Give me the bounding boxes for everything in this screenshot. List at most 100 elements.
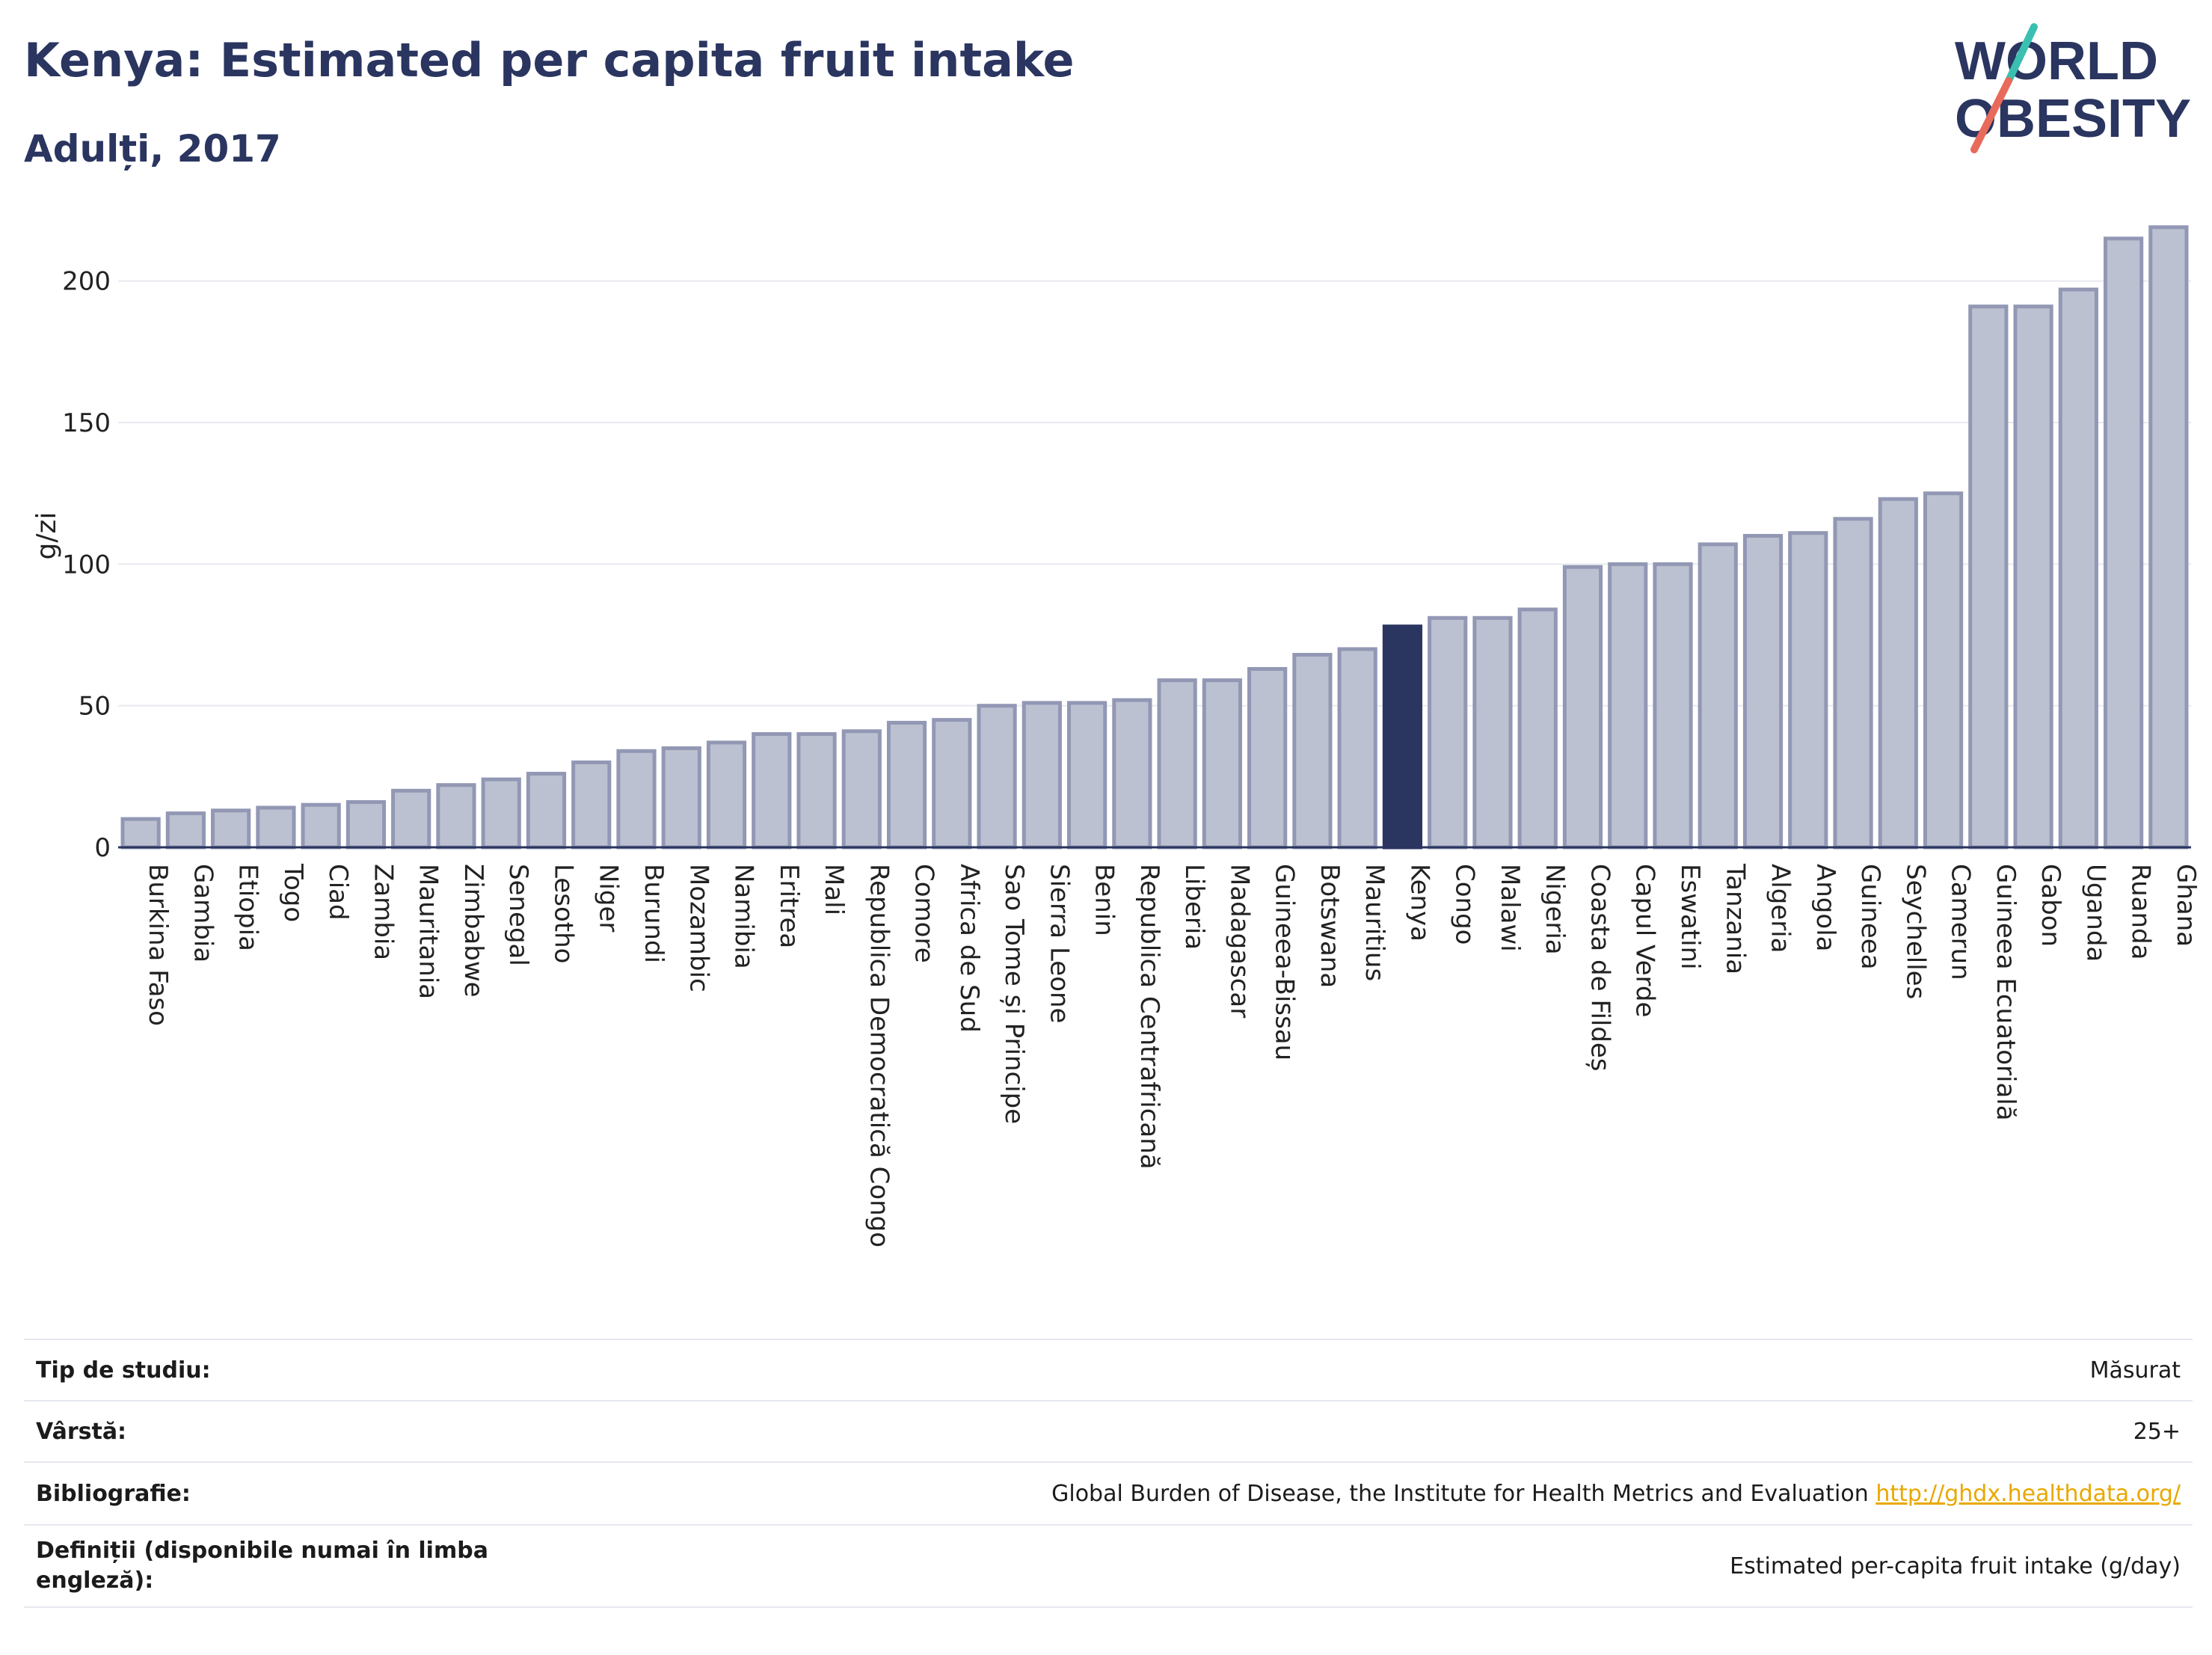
y-tick-label: 150 xyxy=(62,408,111,438)
info-table: Tip de studiu: Măsurat Vârstă: 25+ Bibli… xyxy=(24,1339,2193,1608)
bar xyxy=(1202,678,1242,850)
chart-title: Kenya: Estimated per capita fruit intake xyxy=(24,33,1075,87)
x-tick-label: Republica Democratică Congo xyxy=(864,864,894,1247)
y-tick-label: 50 xyxy=(79,692,111,722)
info-row-bibliography: Bibliografie: Global Burden of Disease, … xyxy=(24,1461,2193,1524)
x-tick-label: Madagascar xyxy=(1224,864,1254,1018)
bar xyxy=(1923,491,1964,850)
bar xyxy=(886,720,927,850)
bar xyxy=(211,808,251,850)
bar xyxy=(1472,615,1513,850)
bar xyxy=(2148,225,2189,850)
bibliography-link[interactable]: http://ghdx.healthdata.org/ xyxy=(1875,1480,2181,1507)
x-tick-label: Tanzania xyxy=(1720,863,1750,974)
x-tick-label: Mali xyxy=(819,864,849,915)
bar-chart: 0 50 100 150 200 g/zi Burkina Faso Gambia Etiopi… xyxy=(31,225,2201,1247)
bar xyxy=(481,777,521,850)
bar xyxy=(1292,653,1333,850)
x-tick-label: Burundi xyxy=(639,864,669,963)
bar xyxy=(256,805,296,850)
info-label: Vârstă: xyxy=(36,1418,127,1445)
x-tick-label: Etiopia xyxy=(233,864,263,951)
x-tick-label: Comore xyxy=(909,864,939,963)
bar xyxy=(841,729,882,850)
x-tick-label: Congo xyxy=(1450,864,1480,945)
x-tick-label: Eritrea xyxy=(774,864,804,948)
x-tick-label: Gabon xyxy=(2036,864,2065,947)
x-tick-label: Sao Tome și Principe xyxy=(999,864,1029,1124)
bar-highlight xyxy=(1382,624,1423,850)
x-tick-label: Coasta de Fildeș xyxy=(1585,864,1615,1072)
info-value: 25+ xyxy=(2133,1418,2181,1445)
x-tick-label: Capul Verde xyxy=(1630,864,1660,1017)
bar xyxy=(1157,678,1197,850)
x-tick-label: Guineea Ecuatorială xyxy=(1991,864,2021,1121)
bar xyxy=(1562,565,1603,850)
info-value: Estimated per-capita fruit intake (g/day… xyxy=(1730,1553,2181,1579)
x-tick-label: Africa de Sud xyxy=(954,864,984,1033)
x-tick-label: Eswatini xyxy=(1675,864,1705,970)
x-tick-label: Sierra Leone xyxy=(1044,864,1074,1023)
x-tick-label: Niger xyxy=(594,864,624,932)
x-tick-label: Algeria xyxy=(1766,864,1795,953)
x-tick-label: Camerun xyxy=(1946,864,1976,980)
info-label: Bibliografie: xyxy=(36,1480,191,1507)
info-row-age: Vârstă: 25+ xyxy=(24,1400,2193,1461)
bar xyxy=(706,740,747,850)
x-tick-label: Uganda xyxy=(2080,864,2110,962)
x-tick-label: Gambia xyxy=(188,864,218,962)
x-tick-label: Ruanda xyxy=(2126,864,2156,959)
x-tick-label: Seychelles xyxy=(1900,864,1930,999)
logo-line2: OBESITY xyxy=(1955,89,2191,149)
bar xyxy=(1247,666,1288,850)
x-tick-label: Benin xyxy=(1090,864,1119,936)
bar xyxy=(526,772,567,850)
x-tick-label: Burkina Faso xyxy=(143,864,173,1026)
x-tick-label: Kenya xyxy=(1404,864,1434,942)
bar xyxy=(932,718,972,850)
bar xyxy=(571,760,612,850)
bar xyxy=(1833,517,1873,850)
info-label: Tip de studiu: xyxy=(36,1357,211,1384)
bar xyxy=(165,811,206,850)
bar xyxy=(120,817,161,850)
bar xyxy=(2013,304,2053,850)
y-tick-label: 0 xyxy=(94,833,111,863)
bar xyxy=(1968,304,2009,850)
y-tick-label: 100 xyxy=(62,550,111,580)
bar xyxy=(1517,607,1558,850)
x-tick-label: Angola xyxy=(1810,864,1840,951)
x-tick-label: Malawi xyxy=(1495,864,1525,952)
bar xyxy=(1608,562,1648,850)
bar xyxy=(1878,497,1918,850)
x-tick-label: Mauritania xyxy=(414,864,443,999)
info-value: Global Burden of Disease, the Institute … xyxy=(1051,1481,2181,1507)
bar xyxy=(1021,701,1062,850)
bar xyxy=(2058,287,2098,850)
bar xyxy=(436,783,476,850)
x-tick-label: Ciad xyxy=(323,864,353,921)
x-tick-label: Ghana xyxy=(2171,864,2201,947)
x-tick-label: Mozambic xyxy=(683,864,713,992)
x-tick-label: Republica Centrafricană xyxy=(1134,864,1164,1170)
bar xyxy=(345,799,387,850)
bar xyxy=(301,802,341,850)
world-obesity-logo: WORLD OBESITY xyxy=(1955,23,2191,153)
bar xyxy=(1337,647,1377,850)
info-value: Măsurat xyxy=(2089,1357,2181,1384)
bar xyxy=(391,788,431,850)
x-tick-label: Guineea-Bissau xyxy=(1270,864,1300,1060)
bar xyxy=(752,732,792,850)
x-tick-label: Senegal xyxy=(503,864,533,966)
bar xyxy=(1428,615,1468,850)
bibliography-text: Global Burden of Disease, the Institute … xyxy=(1051,1480,1869,1507)
bar xyxy=(796,732,837,850)
x-tick-label: Zimbabwe xyxy=(458,864,488,998)
x-tick-label: Mauritius xyxy=(1360,864,1389,981)
info-row-definitions: Definiții (disponibile numai în limba en… xyxy=(24,1524,2193,1608)
x-tick-label: Lesotho xyxy=(548,864,578,963)
bar xyxy=(661,746,701,850)
logo-line1: WORLD xyxy=(1955,31,2158,91)
x-tick-label: Zambia xyxy=(368,864,398,960)
x-tick-label: Togo xyxy=(278,863,308,922)
